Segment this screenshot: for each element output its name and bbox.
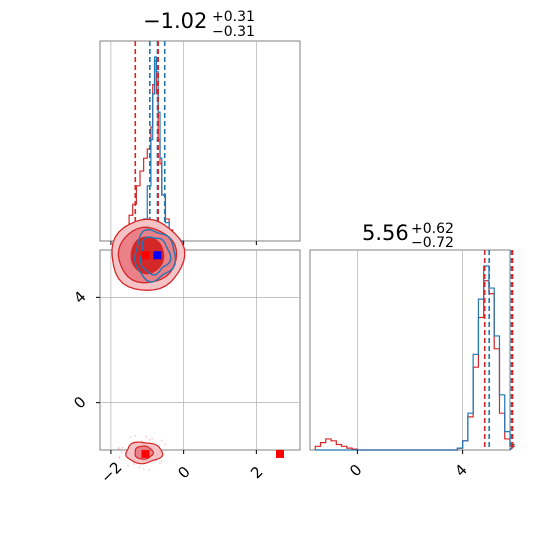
- scatter-point: [138, 466, 141, 469]
- scatter-point: [121, 446, 124, 449]
- scatter-point: [160, 439, 163, 442]
- scatter-point: [120, 451, 123, 454]
- panel-frame: [309, 249, 511, 451]
- scatter-point: [160, 460, 163, 463]
- scatter-panel-2d: −2 0 2 0 4: [70, 218, 301, 487]
- marker-square: [141, 251, 150, 260]
- scatter-point: [129, 436, 132, 439]
- marker-square: [141, 449, 150, 458]
- scatter-point: [162, 449, 165, 451]
- scatter-point: [133, 463, 135, 465]
- title-param2-value: 5.56: [362, 221, 409, 245]
- scatter-point: [164, 443, 167, 446]
- y-tick-label: 4: [70, 288, 89, 307]
- scatter-point: [142, 468, 145, 471]
- scatter-point: [159, 462, 161, 465]
- scatter-point: [117, 456, 120, 459]
- hist-blue: [315, 265, 516, 451]
- y-tick-label: 0: [70, 393, 89, 412]
- x-tick-label: 2: [247, 463, 266, 482]
- scatter-point: [151, 437, 154, 440]
- scatter-point: [148, 438, 151, 441]
- title-param1-upper: +0.31: [212, 9, 255, 25]
- panel-frame: [99, 40, 301, 242]
- title-param1-lower: −0.31: [212, 24, 255, 40]
- x-tick-label: 4: [451, 461, 470, 480]
- contour-blue-outer: [133, 228, 177, 283]
- x-tick-label: 0: [346, 461, 365, 480]
- x-tick-label: −2: [97, 458, 125, 486]
- scatter-point: [117, 447, 120, 450]
- scatter-point: [127, 464, 129, 467]
- histogram-panel-param1: [99, 40, 301, 245]
- x-tick-label: 0: [174, 463, 193, 482]
- title-param2-lower: −0.72: [411, 235, 454, 251]
- scatter-point: [148, 469, 151, 472]
- title-param2-upper: +0.62: [411, 221, 454, 237]
- marker-square: [276, 449, 284, 458]
- scatter-point: [134, 434, 137, 437]
- scatter-point: [145, 435, 147, 438]
- title-param1-value: −1.02: [143, 9, 207, 33]
- marker-square: [153, 251, 162, 260]
